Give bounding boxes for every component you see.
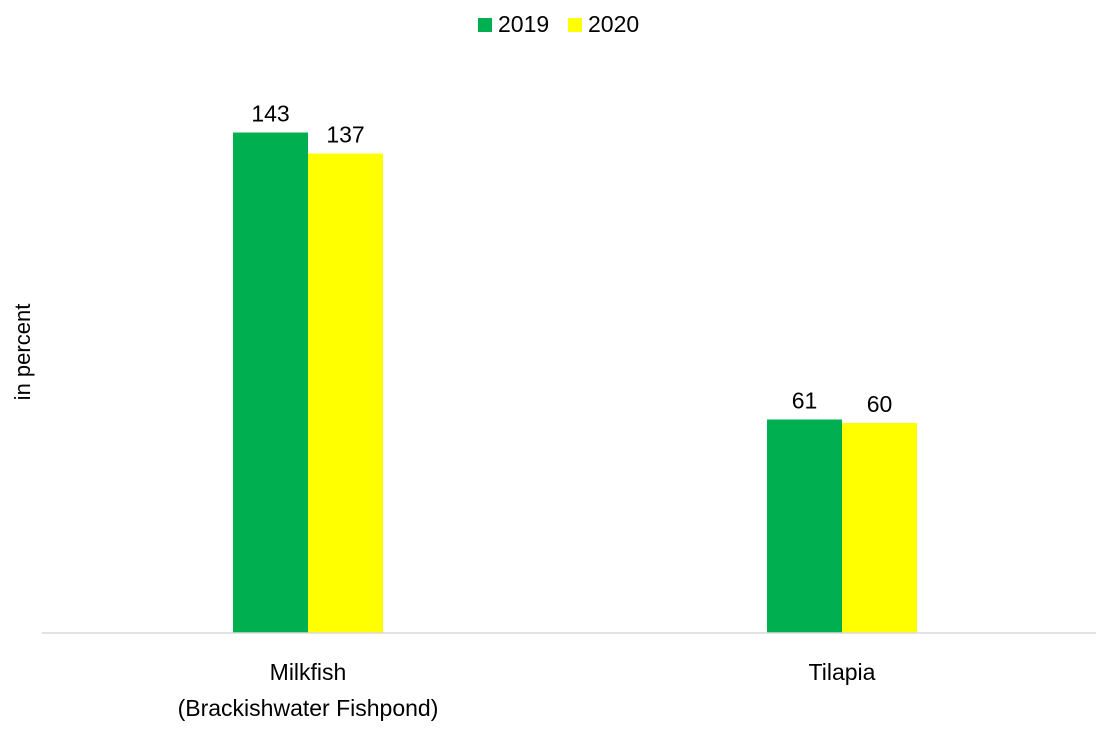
data-labels: 143 137 61 60 xyxy=(251,101,892,418)
legend: 2019 2020 xyxy=(478,11,639,37)
bars xyxy=(233,132,917,633)
legend-swatch-2019 xyxy=(478,18,492,32)
x-tick-label-1: Tilapia xyxy=(809,659,876,685)
bar-2019-0 xyxy=(233,132,308,633)
legend-label-2019: 2019 xyxy=(498,11,549,37)
data-label-2020-0: 137 xyxy=(326,122,364,148)
data-label-2020-1: 60 xyxy=(867,391,893,417)
bar-2020-0 xyxy=(308,153,383,633)
bar-2020-1 xyxy=(842,423,917,633)
legend-label-2020: 2020 xyxy=(588,11,639,37)
bar-2019-1 xyxy=(767,419,842,633)
x-tick-labels: Milkfish (Brackishwater Fishpond) Tilapia xyxy=(178,659,876,721)
data-label-2019-1: 61 xyxy=(792,388,818,414)
legend-swatch-2020 xyxy=(568,18,582,32)
y-axis-title: in percent xyxy=(10,304,35,401)
x-tick-label-0: Milkfish (Brackishwater Fishpond) xyxy=(178,659,439,721)
data-label-2019-0: 143 xyxy=(251,101,289,127)
